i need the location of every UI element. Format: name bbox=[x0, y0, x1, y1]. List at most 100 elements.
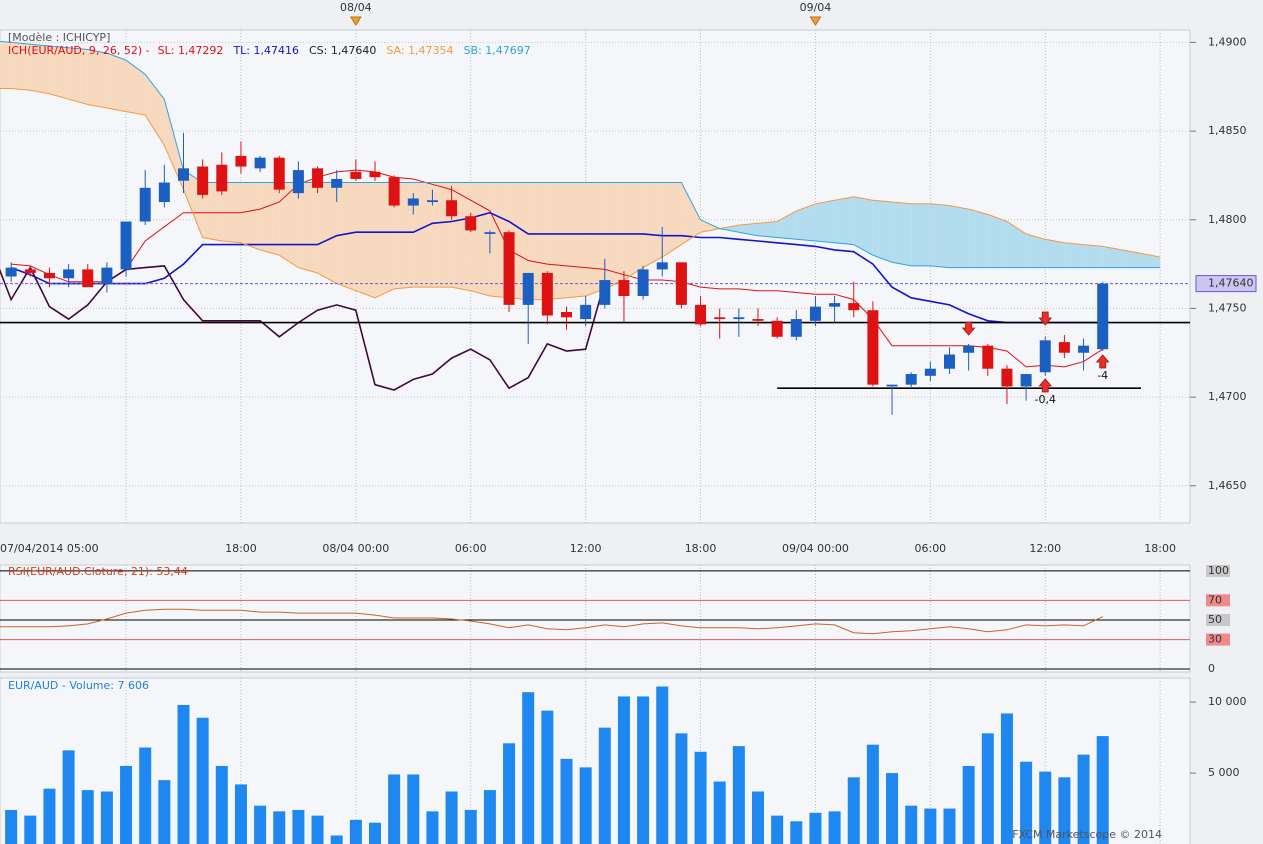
legend-entry: CS: 1,47640 bbox=[309, 44, 376, 57]
volume-bar bbox=[177, 704, 190, 844]
candle-body bbox=[388, 177, 400, 206]
y-tick-label: 50 bbox=[1208, 613, 1222, 626]
volume-bar bbox=[828, 811, 841, 844]
legend-prefix: ICH(EUR/AUD, 9, 26, 52) - bbox=[8, 44, 150, 57]
candle-body bbox=[963, 345, 975, 353]
candle-body bbox=[82, 269, 94, 288]
cloud bbox=[30, 44, 50, 94]
legend-entry: SB: 1,47697 bbox=[464, 44, 531, 57]
model-label: [Modèle : ICHICYP] bbox=[8, 31, 110, 44]
cloud bbox=[987, 214, 1007, 268]
cloud bbox=[68, 47, 88, 105]
volume-bar bbox=[426, 811, 439, 844]
annotation: -0,4 bbox=[1035, 393, 1056, 406]
indicator-line bbox=[10, 211, 1103, 324]
candle-body bbox=[1001, 368, 1013, 387]
volume-bar bbox=[656, 686, 669, 844]
cloud bbox=[260, 182, 280, 256]
cloud bbox=[834, 196, 854, 245]
cloud bbox=[432, 182, 452, 288]
credit: FXCM Marketscope © 2014 bbox=[1012, 828, 1162, 841]
last-price-label: 1,47640 bbox=[1208, 277, 1254, 290]
x-tick-label: 12:00 bbox=[570, 542, 602, 555]
candle-body bbox=[446, 200, 458, 217]
candle-body bbox=[407, 198, 419, 206]
volume-bar bbox=[579, 767, 592, 844]
candle-body bbox=[5, 267, 17, 277]
x-tick-label: 06:00 bbox=[455, 542, 487, 555]
candle-body bbox=[618, 280, 630, 297]
volume-bar bbox=[522, 692, 535, 844]
volume-bar bbox=[541, 710, 554, 844]
volume-bar bbox=[5, 809, 18, 844]
cloud bbox=[355, 182, 375, 298]
candle-body bbox=[216, 164, 228, 192]
candle-body bbox=[24, 269, 36, 273]
candle-body bbox=[809, 306, 821, 321]
day-marker bbox=[349, 16, 362, 26]
volume-bar bbox=[771, 815, 784, 844]
candle-body bbox=[944, 354, 955, 369]
cloud bbox=[662, 182, 682, 257]
volume-bar bbox=[43, 788, 56, 844]
x-tick-label: 18:00 bbox=[685, 542, 717, 555]
y-tick-label: 1,4900 bbox=[1208, 35, 1247, 48]
volume-bar bbox=[24, 815, 37, 844]
volume-bar bbox=[503, 743, 516, 844]
annotation: -4 bbox=[1097, 369, 1108, 382]
y-tick-label: 1,4700 bbox=[1208, 390, 1247, 403]
volume-bar bbox=[809, 812, 822, 844]
volume-bar bbox=[1077, 754, 1090, 844]
cloud bbox=[604, 182, 624, 289]
cloud bbox=[872, 200, 893, 263]
level-box bbox=[1206, 564, 1230, 577]
y-tick-label: 30 bbox=[1208, 633, 1222, 646]
cloud bbox=[643, 182, 663, 268]
y-tick-label: 5 000 bbox=[1208, 766, 1240, 779]
volume-bar bbox=[369, 822, 381, 844]
x-tick-label: 08/04 00:00 bbox=[322, 542, 389, 555]
y-tick-label: 1,4850 bbox=[1208, 124, 1247, 137]
candle-body bbox=[1097, 283, 1109, 350]
level-box bbox=[1206, 613, 1230, 626]
candle-body bbox=[752, 319, 764, 321]
x-tick-label: 18:00 bbox=[1144, 542, 1176, 555]
cloud bbox=[49, 45, 69, 100]
candle-body bbox=[656, 262, 668, 270]
legend-entry: TL: 1,47416 bbox=[232, 44, 299, 57]
candle-body bbox=[924, 368, 936, 376]
volume-bar bbox=[311, 815, 324, 844]
y-tick-label: 10 000 bbox=[1208, 695, 1247, 708]
candle-body bbox=[312, 168, 324, 188]
volume-bar bbox=[675, 733, 688, 844]
cloud bbox=[1141, 253, 1161, 268]
buy-arrow bbox=[1095, 354, 1110, 369]
legend-entry: SA: 1,47354 bbox=[386, 44, 453, 57]
cloud bbox=[1121, 249, 1141, 268]
candle-body bbox=[599, 280, 611, 305]
day-marker bbox=[809, 16, 822, 26]
volume-bar bbox=[234, 784, 247, 844]
cloud bbox=[623, 182, 644, 281]
indicator-line bbox=[0, 88, 1161, 301]
candle-body bbox=[982, 345, 994, 369]
cloud bbox=[1045, 239, 1065, 268]
candle-body bbox=[235, 155, 247, 167]
cloud bbox=[470, 182, 490, 297]
cloud bbox=[106, 53, 127, 112]
volume-title: EUR/AUD - Volume: 7 606 bbox=[8, 679, 149, 692]
cloud bbox=[11, 42, 31, 91]
volume-bar bbox=[215, 765, 228, 844]
cloud bbox=[87, 49, 107, 109]
rsi-title: RSI(EUR/AUD.Cloture, 21): 53,44 bbox=[8, 565, 188, 578]
day-label: 09/04 bbox=[800, 1, 832, 14]
volume-bar bbox=[598, 727, 611, 844]
y-tick-label: 1,4650 bbox=[1208, 479, 1247, 492]
cloud bbox=[968, 209, 988, 268]
candle-body bbox=[197, 166, 209, 195]
candle-body bbox=[139, 187, 151, 222]
volume-bar bbox=[330, 835, 343, 844]
cloud bbox=[949, 205, 969, 268]
cloud bbox=[719, 225, 739, 233]
